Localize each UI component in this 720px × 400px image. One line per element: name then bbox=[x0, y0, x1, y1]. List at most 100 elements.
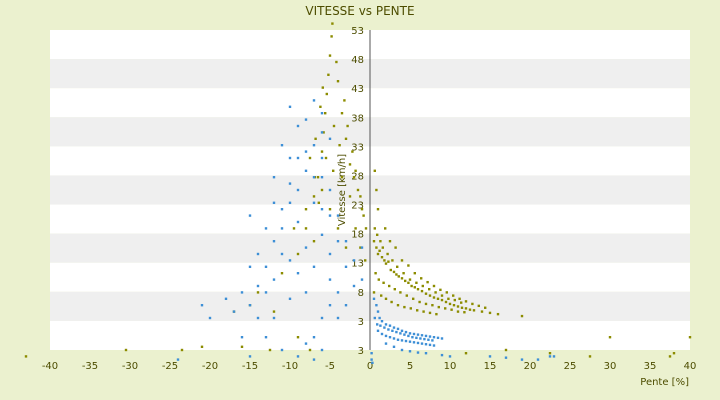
point-blue bbox=[404, 330, 408, 334]
point-olive bbox=[452, 294, 455, 297]
point-olive bbox=[496, 312, 500, 316]
point-blue bbox=[328, 137, 332, 140]
point-olive bbox=[394, 246, 397, 249]
point-olive bbox=[336, 227, 340, 230]
point-blue bbox=[552, 355, 556, 358]
point-blue bbox=[312, 144, 316, 147]
point-olive bbox=[356, 188, 360, 192]
point-olive bbox=[393, 288, 396, 291]
point-olive bbox=[464, 307, 468, 310]
point-blue bbox=[384, 334, 388, 338]
point-blue bbox=[336, 291, 340, 294]
point-olive bbox=[407, 264, 410, 267]
point-olive bbox=[308, 348, 312, 352]
point-olive bbox=[448, 302, 452, 306]
point-blue bbox=[428, 335, 432, 338]
point-blue bbox=[272, 278, 276, 281]
point-olive bbox=[472, 309, 476, 312]
point-olive bbox=[314, 137, 317, 140]
x-tick-label: -15 bbox=[242, 361, 258, 372]
point-olive bbox=[359, 246, 362, 249]
point-olive bbox=[331, 22, 334, 25]
point-blue bbox=[384, 323, 388, 326]
x-tick-label: 35 bbox=[644, 361, 657, 372]
point-olive bbox=[381, 246, 384, 249]
point-olive bbox=[324, 156, 328, 160]
point-olive bbox=[348, 195, 352, 198]
point-blue bbox=[256, 252, 260, 256]
point-blue bbox=[344, 240, 348, 243]
point-olive bbox=[421, 284, 424, 288]
point-blue bbox=[296, 355, 300, 358]
point-blue bbox=[376, 310, 380, 313]
point-blue bbox=[320, 176, 324, 179]
point-olive bbox=[484, 306, 487, 309]
point-blue bbox=[304, 291, 308, 294]
point-blue bbox=[336, 316, 340, 320]
point-olive bbox=[317, 201, 320, 204]
point-olive bbox=[608, 336, 612, 339]
point-olive bbox=[384, 262, 388, 265]
point-blue bbox=[256, 284, 260, 288]
point-blue bbox=[424, 343, 428, 346]
point-blue bbox=[272, 240, 276, 243]
point-blue bbox=[371, 361, 374, 364]
point-blue bbox=[415, 336, 418, 340]
point-blue bbox=[383, 326, 386, 329]
point-olive bbox=[504, 348, 508, 352]
point-blue bbox=[280, 252, 284, 256]
x-tick-label: -5 bbox=[325, 361, 335, 372]
point-olive bbox=[392, 270, 396, 274]
point-olive bbox=[439, 288, 442, 292]
x-tick-label: 20 bbox=[524, 361, 537, 372]
point-olive bbox=[399, 291, 402, 294]
point-olive bbox=[380, 294, 383, 297]
point-blue bbox=[412, 332, 416, 336]
point-olive bbox=[374, 272, 377, 275]
point-olive bbox=[382, 281, 385, 284]
point-olive bbox=[296, 252, 300, 256]
point-blue bbox=[395, 330, 398, 334]
point-olive bbox=[330, 35, 333, 38]
point-olive bbox=[424, 292, 428, 295]
point-blue bbox=[360, 278, 364, 281]
y-tick-label: 23 bbox=[351, 201, 364, 212]
point-olive bbox=[308, 156, 312, 160]
point-olive bbox=[304, 208, 308, 211]
x-tick-label: -40 bbox=[42, 361, 58, 372]
point-blue bbox=[548, 355, 552, 358]
point-olive bbox=[268, 348, 272, 352]
point-olive bbox=[240, 345, 244, 348]
point-blue bbox=[520, 358, 524, 361]
point-blue bbox=[280, 348, 284, 352]
point-olive bbox=[373, 227, 376, 230]
point-blue bbox=[288, 201, 292, 204]
point-olive bbox=[332, 169, 335, 172]
point-blue bbox=[412, 341, 416, 344]
point-blue bbox=[288, 297, 292, 300]
x-tick-label: -20 bbox=[202, 361, 218, 372]
point-olive bbox=[352, 176, 356, 179]
point-olive bbox=[426, 280, 429, 284]
x-tick-label: 25 bbox=[564, 361, 577, 372]
point-olive bbox=[413, 272, 416, 275]
point-olive bbox=[434, 291, 437, 294]
point-blue bbox=[328, 252, 332, 256]
point-olive bbox=[437, 305, 440, 309]
point-olive bbox=[354, 169, 357, 172]
point-blue bbox=[304, 169, 308, 172]
point-blue bbox=[304, 150, 308, 153]
point-olive bbox=[378, 249, 381, 252]
point-blue bbox=[312, 99, 316, 102]
point-olive bbox=[688, 336, 692, 339]
point-blue bbox=[396, 327, 400, 331]
point-blue bbox=[392, 337, 396, 340]
point-blue bbox=[224, 297, 228, 300]
point-olive bbox=[463, 311, 466, 314]
x-tick-label: 10 bbox=[444, 361, 457, 372]
point-olive bbox=[380, 256, 384, 259]
point-olive bbox=[344, 137, 348, 140]
point-olive bbox=[377, 278, 380, 281]
